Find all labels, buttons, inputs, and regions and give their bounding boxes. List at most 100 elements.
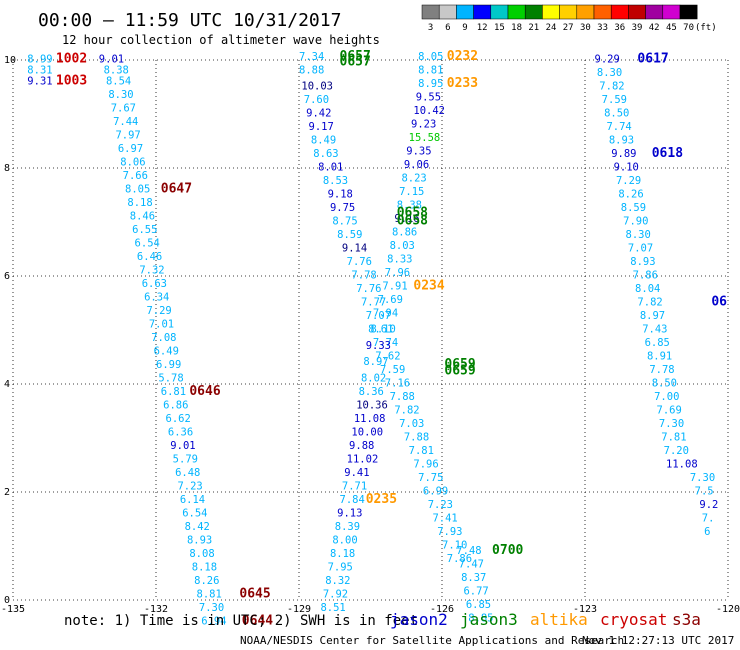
wave-height-value: 8.06 [120,156,145,168]
wave-height-value: 9.14 [342,243,367,255]
wave-height-value: 7.78 [351,270,376,282]
scale-label: 21 [528,23,539,33]
wave-height-value: 7.92 [323,588,348,600]
scale-label: (ft) [695,23,717,33]
wave-height-value: 7.59 [602,94,627,106]
wave-height-value: 6.55 [132,224,157,236]
scale-label: 70 [683,23,694,33]
wave-height-value: 8.05 [125,183,150,195]
wave-height-value: 11.02 [347,453,379,465]
pass-time-label: 0644 [242,613,273,628]
wave-height-value: 8.30 [597,67,622,79]
wave-height-value: 9.35 [406,146,431,158]
chart-subtitle: 12 hour collection of altimeter wave hei… [62,33,380,47]
pass-time-label: 0659 [444,363,475,378]
wave-height-value: 8.81 [197,588,222,600]
y-tick-label: 8 [4,163,10,174]
x-tick-label: -126 [430,604,454,615]
wave-height-value: 7.23 [428,499,453,511]
y-tick-label: 6 [4,271,10,282]
wave-height-value: 8.93 [630,256,655,268]
wave-height-value: 9.01 [99,54,124,66]
wave-height-value: 7.81 [661,432,686,444]
wave-height-value: 9.33 [366,340,391,352]
wave-height-value: 6.99 [156,359,181,371]
scale-swatch [438,4,457,20]
wave-height-value: 8.88 [299,65,324,77]
wave-height-value: 8.18 [330,548,355,560]
wave-height-value: 9.88 [349,440,374,452]
wave-height-value: 6.99 [423,486,448,498]
wave-height-value: 7.86 [447,553,472,565]
wave-height-value: 7.08 [151,332,176,344]
pass-time-label: 1003 [56,73,87,88]
scale-label: 3 [428,23,433,33]
scale-label: 39 [632,23,643,33]
wave-height-points: 8.998.319.319.018.388.548.307.677.447.97… [27,51,718,627]
wave-height-value: 9.41 [344,467,369,479]
wave-height-value: 8.42 [185,521,210,533]
footer-credit: NOAA/NESDIS Center for Satellite Applica… [240,634,624,647]
wave-height-value: 7.44 [113,116,138,128]
legend-jason3: jason3 [460,610,518,629]
wave-height-value: 6.85 [466,599,491,611]
pass-time-label: 1002 [56,52,87,67]
wave-height-value: 9.75 [330,202,355,214]
wave-height-value: 7.29 [146,305,171,317]
pass-time-label: 0233 [447,76,478,91]
wave-height-value: 9.89 [611,148,636,160]
wave-height-value: 7.95 [328,561,353,573]
pass-time-label: 0657 [340,49,371,64]
pass-time-label: 0700 [492,543,523,558]
wave-height-value: 8.36 [359,386,384,398]
wave-height-value: 8.99 [27,54,52,66]
wave-height-value: 9.10 [614,162,639,174]
wave-height-value: 7.47 [459,559,484,571]
satellite-legend: jason2 jason3 altika cryosat s3a [390,610,701,629]
wave-height-value: 6.49 [154,345,179,357]
wave-height-value: 7.91 [382,281,407,293]
pass-time-label: 0617 [637,52,668,67]
wave-height-value: 7.60 [304,94,329,106]
wave-height-value: 7. [702,513,715,525]
pass-time-label: 0658 [397,206,428,221]
wave-height-value: 8.26 [194,575,219,587]
wave-height-value: 9.29 [595,54,620,66]
wave-height-value: 8.81 [418,65,443,77]
scale-swatch [473,4,492,20]
wave-height-value: 6.97 [118,143,143,155]
scale-swatch [593,4,612,20]
legend-altika: altika [530,610,588,629]
footer-timestamp: Nov 1 12:27:13 UTC 2017 [582,634,734,647]
scale-label: 42 [649,23,660,33]
wave-height-value: 7.07 [628,243,653,255]
wave-height-value: 6.62 [166,413,191,425]
pass-time-label: 0659 [444,357,475,372]
y-tick-label: 0 [4,595,10,606]
scale-swatch [524,4,543,20]
wave-height-value: 7.10 [442,540,467,552]
wave-height-value: 8.08 [189,548,214,560]
wave-height-value: 7.88 [404,432,429,444]
wave-height-value: 7.82 [637,297,662,309]
wave-height-value: 6.86 [163,399,188,411]
wave-height-value: 5.78 [158,372,183,384]
wave-height-value: 8.38 [104,65,129,77]
wave-height-value: 6.85 [645,337,670,349]
wave-height-value: 8.30 [626,229,651,241]
wave-height-value: 8.50 [652,378,677,390]
wave-height-value: 8.59 [337,229,362,241]
wave-height-value: 8.04 [635,283,660,295]
wave-height-value: 7.74 [373,337,398,349]
wave-height-value: 7.29 [616,175,641,187]
pass-time-label: 06 [711,295,727,310]
wave-height-value: 7.23 [177,480,202,492]
wave-height-value: 8.01 [318,162,343,174]
wave-height-value: 7.20 [664,445,689,457]
wave-height-value: 7.32 [139,264,164,276]
wave-height-value: 7.30 [659,418,684,430]
wave-height-value: 7.69 [657,405,682,417]
wave-height-value: 9.55 [416,92,441,104]
legend-cryosat: cryosat [600,610,667,629]
wave-height-value: 11.08 [666,459,698,471]
